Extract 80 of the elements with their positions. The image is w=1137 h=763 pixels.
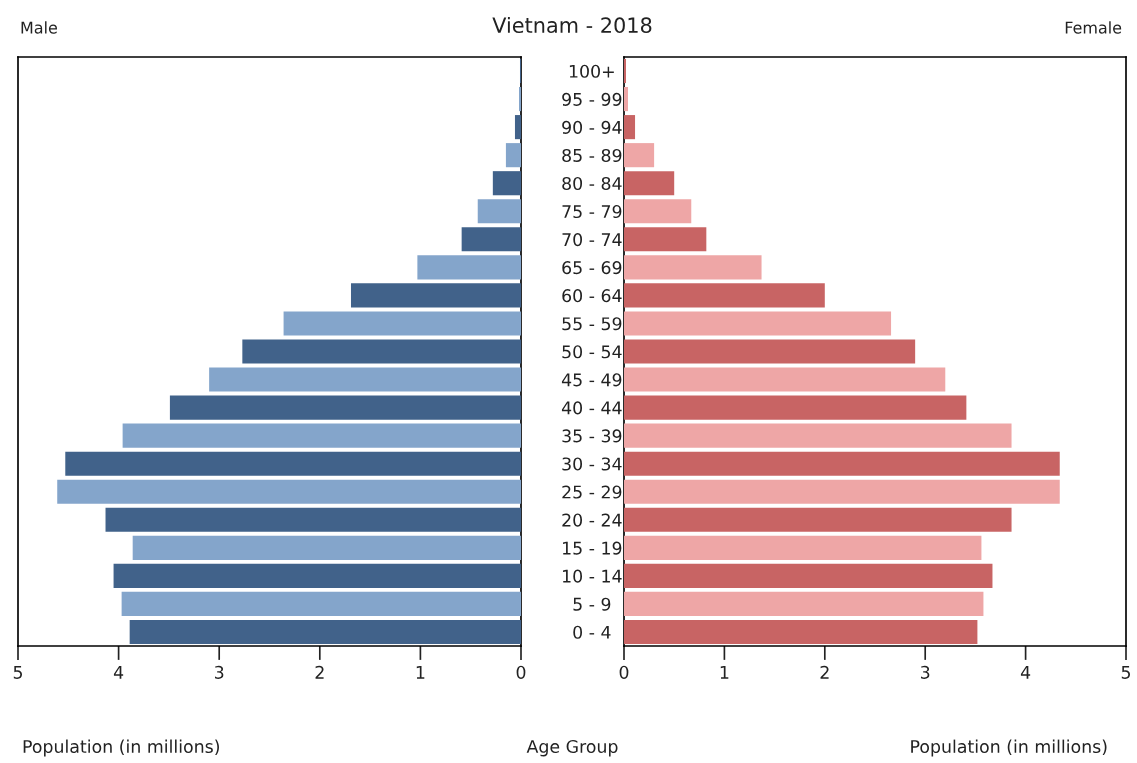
bar bbox=[57, 479, 521, 504]
y-tick-label: 50 - 54 bbox=[562, 345, 622, 359]
y-tick-label: 95 - 99 bbox=[562, 92, 622, 106]
bar bbox=[624, 255, 762, 280]
x-tick-label: 4 bbox=[113, 665, 124, 679]
x-axis-title: Population (in millions) bbox=[23, 739, 219, 757]
bar bbox=[105, 507, 521, 532]
bar bbox=[624, 479, 1060, 504]
bar bbox=[624, 58, 627, 84]
x-tick-label: 0 bbox=[619, 665, 629, 679]
y-tick-label: 80 - 84 bbox=[562, 176, 622, 191]
x-axis-title: Population (in millions) bbox=[911, 739, 1107, 757]
x-tick-label: 0 bbox=[516, 665, 526, 679]
y-tick-label: 65 - 69 bbox=[562, 261, 622, 275]
y-tick-label: 40 - 44 bbox=[561, 401, 622, 415]
x-tick-label: 5 bbox=[1121, 665, 1131, 679]
y-tick-label: 0 - 4 bbox=[573, 625, 611, 639]
bar bbox=[132, 535, 521, 560]
bar bbox=[624, 591, 984, 616]
x-tick-label: 4 bbox=[1020, 665, 1031, 679]
bar bbox=[624, 507, 1012, 532]
y-tick-label: 45 - 49 bbox=[561, 373, 622, 387]
y-tick-label: 20 - 24 bbox=[562, 513, 622, 527]
x-tick-label: 2 bbox=[315, 665, 324, 679]
bar bbox=[624, 87, 629, 112]
y-tick-label: 55 - 59 bbox=[562, 317, 622, 331]
x-tick-label: 1 bbox=[720, 665, 729, 679]
y-tick-label: 15 - 19 bbox=[563, 541, 622, 555]
bar bbox=[242, 339, 521, 364]
bar bbox=[624, 367, 946, 392]
bar bbox=[209, 367, 521, 392]
bar bbox=[624, 115, 636, 140]
bar bbox=[624, 451, 1060, 476]
bar bbox=[129, 619, 521, 645]
bar bbox=[477, 199, 521, 224]
y-tick-label: 35 - 39 bbox=[562, 429, 622, 443]
x-tick-label: 5 bbox=[13, 665, 23, 679]
y-tick-label: 5 - 9 bbox=[573, 597, 611, 611]
bar bbox=[122, 423, 521, 448]
bar bbox=[121, 591, 521, 616]
bar bbox=[514, 115, 521, 140]
bar bbox=[624, 395, 967, 420]
bar bbox=[624, 171, 675, 196]
y-tick-label: 75 - 79 bbox=[562, 204, 622, 219]
y-tick-label: 30 - 34 bbox=[562, 457, 622, 471]
bar bbox=[350, 283, 521, 308]
x-tick-label: 2 bbox=[820, 665, 829, 679]
bar bbox=[113, 563, 521, 588]
x-tick-label: 3 bbox=[921, 665, 930, 679]
bar bbox=[65, 451, 521, 476]
x-tick-label: 3 bbox=[215, 665, 224, 679]
bar bbox=[624, 423, 1012, 448]
y-tick-label: 85 - 89 bbox=[562, 148, 622, 163]
y-tick-label: 60 - 64 bbox=[562, 289, 622, 303]
y-tick-label: 70 - 74 bbox=[562, 233, 622, 247]
bar bbox=[624, 563, 993, 588]
bar bbox=[417, 255, 521, 280]
bar bbox=[492, 171, 521, 196]
bar bbox=[283, 311, 521, 336]
bar bbox=[624, 283, 825, 308]
bar bbox=[505, 143, 521, 168]
bar bbox=[518, 87, 521, 112]
x-tick-label: 1 bbox=[416, 665, 425, 679]
bar bbox=[461, 227, 521, 252]
bar bbox=[624, 227, 707, 252]
y-tick-label: 100+ bbox=[569, 64, 614, 78]
bar bbox=[624, 339, 916, 364]
chart-subtitle: Female bbox=[1065, 21, 1122, 34]
text: Vietnam - 2018 bbox=[492, 16, 652, 34]
bar bbox=[624, 143, 655, 168]
y-tick-label: 10 - 14 bbox=[563, 569, 622, 583]
bar bbox=[624, 311, 892, 336]
y-tick-label: 90 - 94 bbox=[562, 120, 622, 134]
bar bbox=[624, 535, 982, 560]
chart-subtitle: Male bbox=[21, 21, 57, 34]
y-tick-label: 25 - 29 bbox=[562, 485, 622, 499]
y-axis-title: Age Group bbox=[526, 739, 618, 757]
bar bbox=[624, 199, 692, 224]
bar bbox=[169, 395, 521, 420]
bar bbox=[624, 619, 978, 645]
